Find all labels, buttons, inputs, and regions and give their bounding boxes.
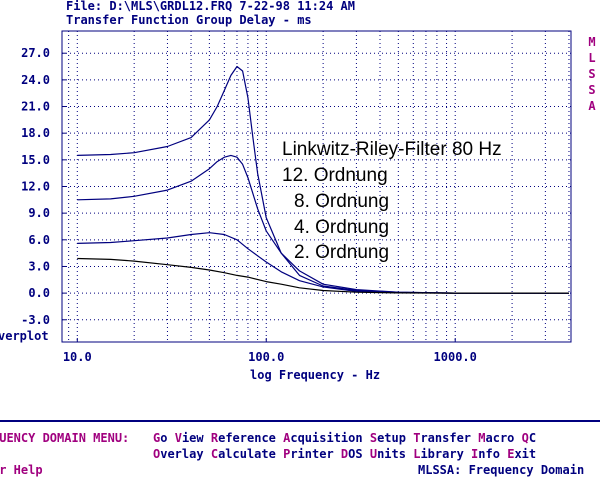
y-axis: -3.0 0.0 3.0 6.0 9.0 12.0 15.0 18.0 21.0 24.0 27.0 bbox=[21, 46, 66, 327]
menu-item-setup[interactable]: Setup bbox=[370, 431, 406, 445]
annotation-label: 8. Ordnung bbox=[294, 191, 389, 212]
x-tick-label: 10.0 bbox=[63, 350, 92, 364]
series-line-4 bbox=[77, 257, 569, 294]
menu-label: nfo bbox=[478, 447, 500, 461]
menu-hotkey: C bbox=[210, 447, 219, 461]
y-tick-label: -3.0 bbox=[21, 313, 50, 327]
menu-label: C bbox=[528, 431, 537, 445]
menu-hotkey: T bbox=[413, 431, 421, 445]
annotation-label: 12. Ordnung bbox=[282, 165, 388, 186]
annotation-label: 4. Ordnung bbox=[294, 217, 389, 238]
menu-item-info[interactable]: Info bbox=[471, 447, 500, 461]
series-line-2 bbox=[77, 154, 569, 294]
menu-item-overlay[interactable]: Overlay bbox=[153, 447, 204, 461]
menu-hotkey: L bbox=[413, 447, 421, 461]
mlssa-letter: M bbox=[588, 35, 596, 49]
menu-item-dos[interactable]: DOS bbox=[341, 447, 363, 461]
menu-row-2: Overlay Calculate Printer DOS Units Libr… bbox=[153, 447, 536, 461]
mlssa-letter: L bbox=[588, 51, 596, 65]
menu-separator bbox=[0, 420, 600, 422]
menu-hotkey: A bbox=[283, 431, 291, 445]
menu-item-calculate[interactable]: Calculate bbox=[211, 447, 276, 461]
menu-label: etup bbox=[377, 431, 406, 445]
menu-item-units[interactable]: Units bbox=[370, 447, 406, 461]
series-lines bbox=[77, 65, 569, 294]
y-tick-label: 15.0 bbox=[21, 153, 50, 167]
menu-hotkey: S bbox=[369, 431, 378, 445]
menu-item-printer[interactable]: Printer bbox=[283, 447, 334, 461]
menu-label: nits bbox=[377, 447, 406, 461]
y-tick-label: 24.0 bbox=[21, 73, 50, 87]
mlssa-letter: S bbox=[588, 83, 596, 97]
menu-hotkey: Q bbox=[521, 431, 529, 445]
menu-hotkey: I bbox=[471, 447, 479, 461]
menu-label: iew bbox=[181, 431, 204, 445]
x-tick-label: 1000.0 bbox=[434, 350, 477, 364]
menu-hotkey: D bbox=[340, 447, 349, 461]
menu-hotkey: M bbox=[478, 431, 486, 445]
chart-header: Transfer Function Group Delay - ms bbox=[66, 13, 312, 27]
menu-label: rinter bbox=[290, 447, 334, 461]
grid bbox=[62, 31, 571, 342]
menu-hotkey: O bbox=[153, 447, 161, 461]
menu-label: ibrary bbox=[420, 447, 464, 461]
menu-item-go[interactable]: Go bbox=[153, 431, 167, 445]
y-tick-label: 6.0 bbox=[28, 233, 50, 247]
menu-label: xit bbox=[514, 447, 537, 461]
chart-title: Linkwitz-Riley-Filter 80 Hz bbox=[282, 139, 502, 160]
menu-label: o bbox=[160, 431, 168, 445]
annotations: Linkwitz-Riley-Filter 80 Hz 12. Ordnung 8.… bbox=[282, 139, 502, 263]
menu-item-exit[interactable]: Exit bbox=[507, 447, 536, 461]
menu-item-view[interactable]: View bbox=[175, 431, 204, 445]
menu-label: eference bbox=[218, 431, 276, 445]
menu-label: OS bbox=[348, 447, 363, 461]
menu-item-library[interactable]: Library bbox=[413, 447, 464, 461]
mlssa-letter: A bbox=[588, 99, 596, 113]
menu-item-qc[interactable]: QC bbox=[522, 431, 536, 445]
menu-hotkey: V bbox=[174, 431, 182, 445]
menu-hotkey: U bbox=[369, 447, 378, 461]
menu-item-acquisition[interactable]: Acquisition bbox=[283, 431, 362, 445]
menu-label: verlay bbox=[160, 447, 204, 461]
menu-item-macro[interactable]: Macro bbox=[478, 431, 514, 445]
overplot-label: verplot bbox=[0, 329, 49, 343]
x-axis-title: log Frequency - Hz bbox=[250, 368, 381, 382]
menu-hotkey: P bbox=[283, 447, 291, 461]
menu-label: cquisition bbox=[290, 431, 363, 445]
y-tick-label: 0.0 bbox=[28, 286, 50, 300]
y-tick-label: 12.0 bbox=[21, 180, 50, 194]
mlssa-letter: S bbox=[588, 67, 596, 81]
menu-item-transfer[interactable]: Transfer bbox=[413, 431, 471, 445]
annotation-label: 2. Ordnung bbox=[294, 242, 389, 263]
menu-label: alculate bbox=[218, 447, 276, 461]
status-text: MLSSA: Frequency Domain bbox=[418, 463, 585, 477]
file-header: File: D:\MLS\GRDL12.FRQ 7-22-98 11:24 AM bbox=[66, 0, 355, 13]
menu-label: acro bbox=[485, 431, 515, 445]
y-tick-label: 27.0 bbox=[21, 46, 50, 60]
menu-label: ransfer bbox=[420, 431, 472, 445]
menu-hotkey: E bbox=[507, 447, 515, 461]
y-tick-label: 3.0 bbox=[28, 259, 50, 273]
menu-hotkey: G bbox=[153, 431, 161, 445]
y-tick-label: 9.0 bbox=[28, 206, 50, 220]
menu-item-reference[interactable]: Reference bbox=[211, 431, 276, 445]
help-hint: or Help bbox=[0, 463, 43, 477]
y-tick-label: 21.0 bbox=[21, 100, 50, 114]
x-tick-label: 100.0 bbox=[248, 350, 284, 364]
menu-row-1: Go View Reference Acquisition Setup Tran… bbox=[153, 431, 536, 445]
y-tick-label: 18.0 bbox=[21, 126, 50, 140]
menu-title: QUENCY DOMAIN MENU: bbox=[0, 431, 130, 445]
menu-hotkey: R bbox=[210, 431, 219, 445]
